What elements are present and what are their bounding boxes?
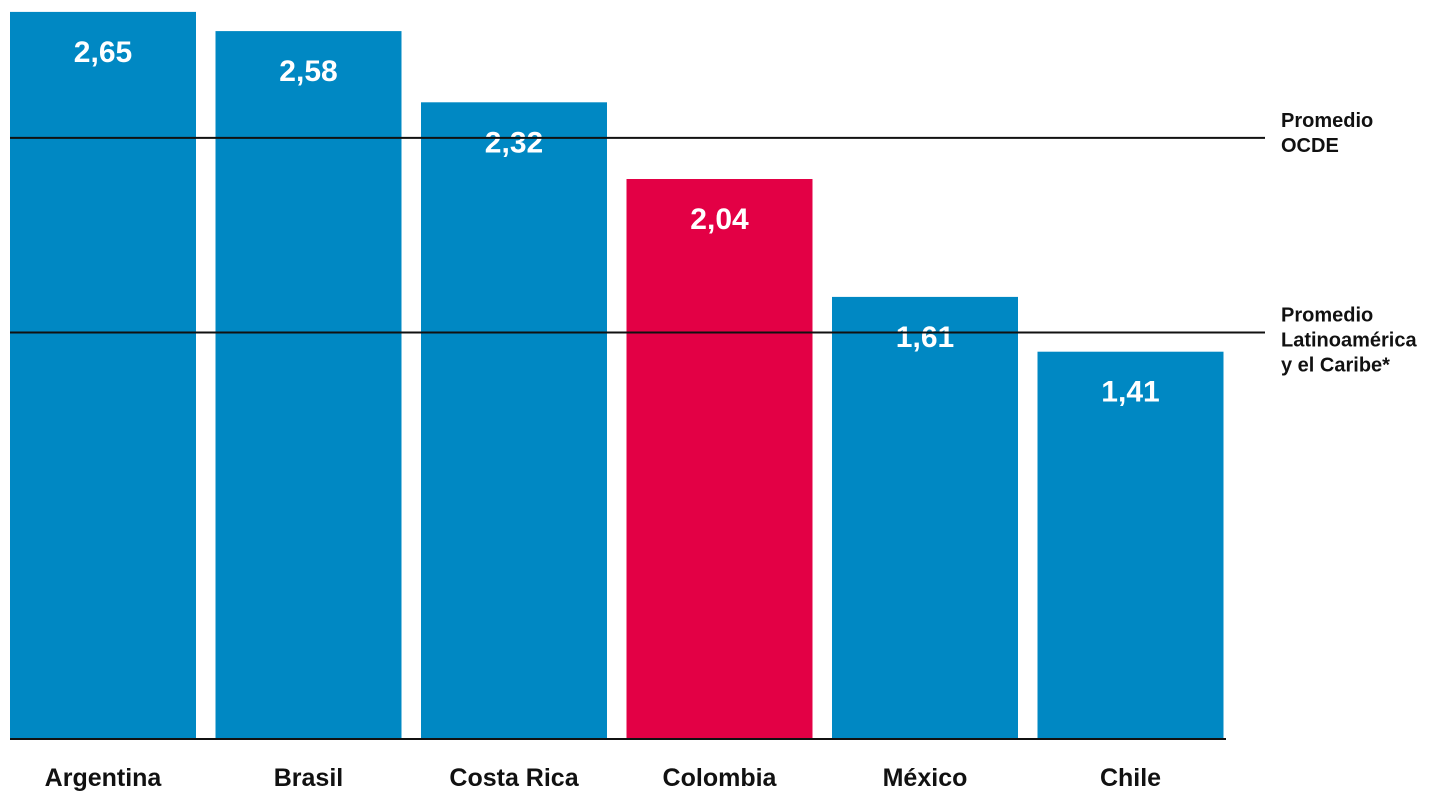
bar-value-label-costa-rica: 2,32: [485, 126, 543, 159]
bar-value-label-mexico: 1,61: [896, 321, 954, 354]
reference-line-label-1: Promedio OCDE: [1281, 110, 1373, 157]
bar-mexico: [832, 296, 1018, 738]
bar-value-label-brasil: 2,58: [279, 55, 337, 88]
bar-value-label-chile: 1,41: [1101, 376, 1159, 409]
bar-costa-rica: [421, 102, 607, 739]
bar-brasil: [215, 31, 402, 739]
bar-value-label-argentina: 2,65: [74, 36, 132, 69]
bars-group: 2,65 2,58 2,32 2,04 1,61 1,41: [10, 11, 1224, 739]
category-label-brasil: Brasil: [274, 764, 343, 792]
bar-value-label-colombia: 2,04: [690, 203, 749, 236]
bar-chile: [1037, 351, 1224, 738]
reference-labels-group: Promedio OCDE Promedio Latinoamérica y el Ca…: [1281, 110, 1417, 377]
category-label-colombia: Colombia: [663, 764, 778, 792]
category-label-chile: Chile: [1100, 764, 1161, 792]
category-label-mexico: México: [883, 764, 968, 792]
bar-colombia: [626, 179, 813, 738]
reference-lines-group: [10, 136, 1265, 334]
reference-line-label-2: Promedio Latinoamérica y el Caribe*: [1281, 305, 1417, 377]
category-label-argentina: Argentina: [45, 764, 163, 792]
category-labels-group: Argentina Brasil Costa Rica Colombia México C…: [45, 764, 1161, 792]
bar-argentina: [10, 11, 196, 738]
category-label-costa-rica: Costa Rica: [449, 764, 579, 792]
